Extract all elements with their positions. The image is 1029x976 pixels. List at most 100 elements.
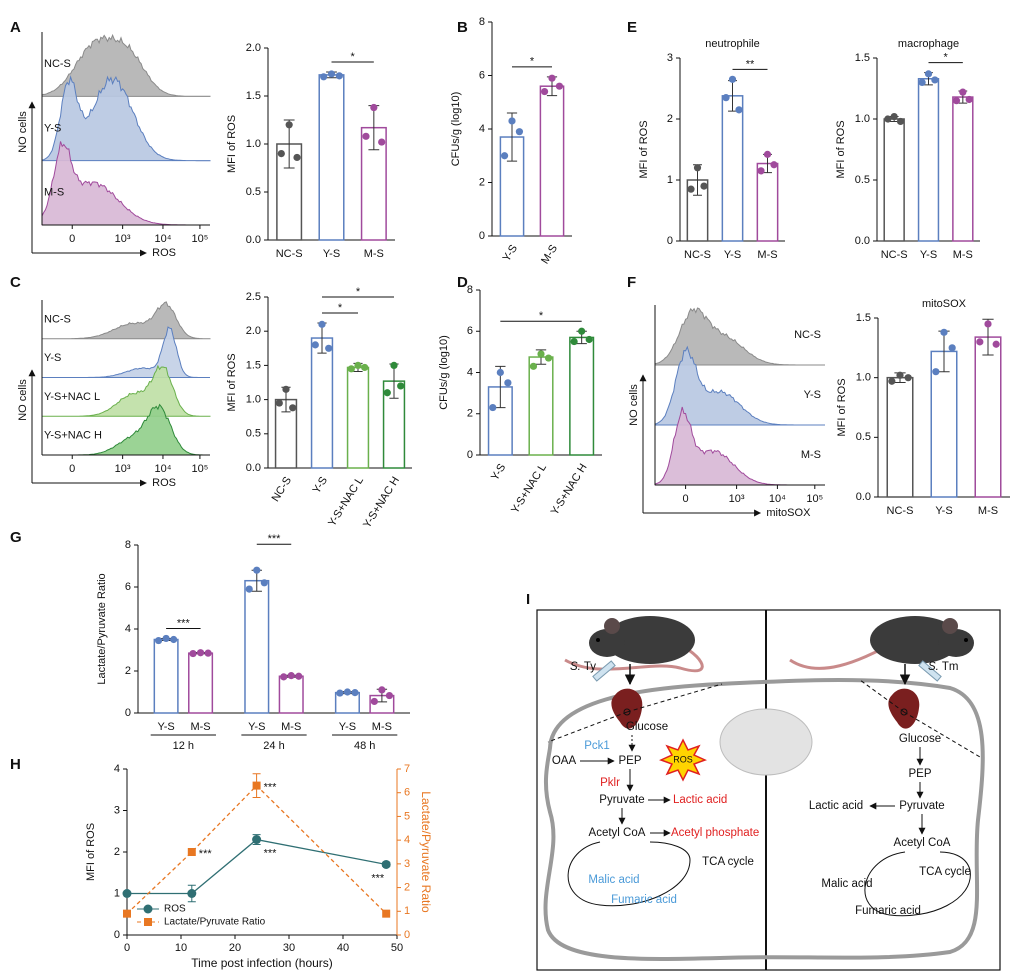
data-point: [700, 182, 708, 190]
bar: [930, 350, 958, 498]
data-point: [728, 75, 737, 83]
data-point: [884, 115, 892, 123]
data-point: [252, 835, 262, 845]
line: [127, 838, 387, 895]
y-tick-label: 1.5: [856, 312, 871, 324]
histogram-label: Y-S: [44, 352, 61, 364]
x-axis-label: Time post infection (hours): [191, 956, 333, 970]
node: Glucose: [626, 721, 668, 733]
x-tick-label: 10³: [115, 233, 131, 245]
panel-label: H: [10, 756, 21, 773]
diagram-frame: [536, 609, 1001, 971]
x-tick-label: 0: [683, 493, 689, 505]
node: Malic acid: [821, 878, 872, 890]
data-point: [287, 672, 295, 680]
histogram-label: Y-S+NAC H: [44, 430, 102, 442]
data-point: [383, 389, 391, 397]
x-axis-label: ROS: [152, 247, 176, 259]
y-tick-label: 1.5: [855, 52, 870, 64]
chart-title: neutrophile: [705, 38, 759, 50]
data-point: [931, 76, 939, 84]
data-point: [318, 320, 326, 328]
y-tick-label: 0: [114, 929, 120, 941]
group-label: 24 h: [263, 740, 284, 752]
bar: [756, 162, 779, 242]
data-point: [570, 337, 578, 346]
strain-label: S. Tm: [928, 661, 958, 673]
data-point: [154, 636, 163, 645]
ros-label: ROS: [673, 754, 693, 764]
x-tick-label: 0: [69, 463, 75, 475]
data-point: [162, 634, 170, 643]
data-point: [187, 848, 196, 856]
legend-marker: [144, 918, 152, 926]
x-tick-label: Y-S: [157, 721, 174, 733]
mouse: [789, 616, 974, 670]
data-point: [187, 889, 197, 898]
data-point: [336, 689, 344, 697]
data-point: [280, 673, 288, 681]
node: Acetyl phosphate: [671, 827, 759, 839]
y-tick-label: 2.0: [246, 325, 261, 337]
syringe: [918, 660, 942, 682]
chart-title: mitoSOX: [922, 298, 967, 310]
strain: Ty: [584, 661, 596, 673]
x-tick-label: M-S: [364, 248, 384, 260]
y-tick-label: 2: [125, 665, 131, 677]
x-tick-label: 10⁴: [154, 463, 171, 475]
data-point: [544, 354, 553, 362]
y-axis-label: MFI of ROS: [226, 353, 238, 411]
significance-label: ***: [371, 872, 385, 884]
y-tick-label: 0: [467, 449, 473, 461]
strain: Tm: [942, 661, 959, 673]
bar: [310, 337, 334, 469]
group-label: 48 h: [354, 740, 375, 752]
y-tick-label: 2: [667, 113, 673, 125]
significance-label: ***: [264, 782, 278, 794]
histogram-label: NC-S: [44, 58, 71, 70]
x-tick-label: Y-S: [724, 249, 741, 261]
data-point: [354, 361, 362, 369]
data-point: [757, 167, 765, 175]
data-point: [381, 859, 391, 869]
data-point: [896, 371, 904, 379]
x-tick-label: 10: [175, 942, 187, 954]
significance-label: ***: [264, 847, 278, 859]
y-tick-label: 1.0: [246, 138, 261, 150]
mouse: [564, 616, 704, 673]
y-tick-label: 0.5: [856, 431, 871, 443]
x-tick-label: 0: [124, 942, 130, 954]
x-tick-label: Y-S: [248, 721, 265, 733]
node: Fumaric acid: [855, 905, 921, 917]
x-tick-label: 10³: [115, 463, 131, 475]
x-tick-label: 10⁴: [769, 493, 786, 505]
data-point: [245, 585, 253, 593]
x-tick-label: Y-S: [920, 249, 937, 261]
y-tick-label: 0.5: [855, 174, 870, 186]
y2-axis-label: Lactate/Pyruvate Ratio: [419, 791, 433, 913]
y-tick-label: 0: [479, 230, 485, 242]
y-tick-label: 4: [467, 366, 473, 378]
y-tick-label: 0: [125, 707, 131, 719]
x-tick-label: NC-S: [881, 249, 908, 261]
data-point: [693, 164, 702, 172]
bar: [886, 376, 914, 498]
data-point: [285, 121, 293, 129]
histogram-label: NC-S: [794, 329, 821, 341]
data-point: [548, 74, 556, 82]
bar: [569, 336, 595, 456]
data-point: [277, 150, 285, 158]
data-point: [385, 691, 394, 700]
y-tick-label: 8: [125, 539, 131, 551]
data-point: [370, 103, 378, 112]
node: TCA cycle: [919, 866, 971, 878]
y-axis-label: MFI of ROS: [638, 120, 650, 178]
data-point: [351, 689, 359, 697]
y2-tick-label: 6: [404, 787, 410, 799]
y-tick-label: 3: [114, 804, 120, 816]
x-tick-label: M-S: [978, 505, 998, 517]
data-point: [378, 138, 386, 146]
node: PEP: [618, 755, 641, 767]
x-axis-label: ROS: [152, 477, 176, 489]
x-tick-label: Y-S+NAC L: [326, 475, 366, 529]
